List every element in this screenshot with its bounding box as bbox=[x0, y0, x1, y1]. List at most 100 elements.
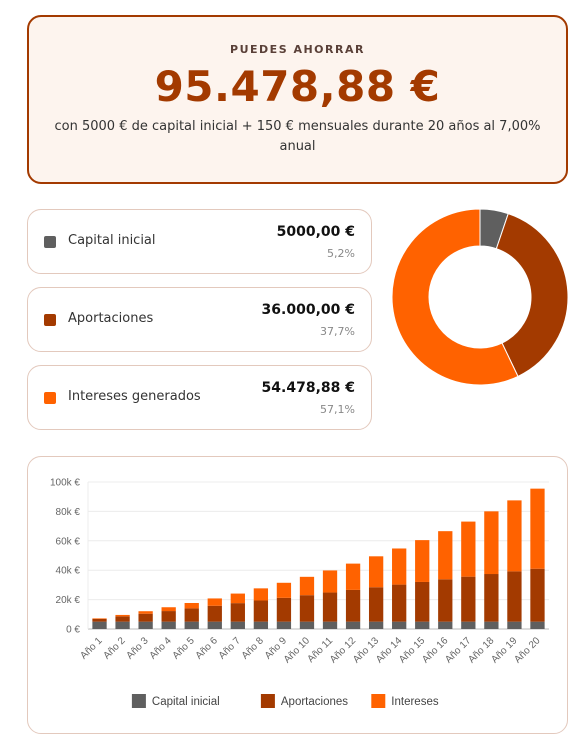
bar-segment bbox=[230, 593, 245, 604]
bar-segment bbox=[438, 621, 453, 629]
legend-label: Aportaciones bbox=[281, 696, 348, 708]
bar-segment bbox=[138, 611, 153, 614]
bar-segment bbox=[415, 621, 430, 629]
stat-share: 37,7% bbox=[320, 325, 355, 338]
bar-segment bbox=[530, 621, 545, 629]
bar-segment bbox=[368, 621, 384, 629]
donut-slice bbox=[495, 213, 569, 378]
stat-name: Capital inicial bbox=[68, 233, 156, 248]
legend-swatch bbox=[44, 392, 56, 404]
bar-segment bbox=[415, 581, 430, 622]
bar-segment bbox=[138, 613, 153, 622]
x-tick-label: Año 1 bbox=[78, 635, 105, 662]
stat-card: Intereses generados 54.478,88 € 57,1% bbox=[27, 365, 372, 430]
x-tick-label: Año 5 bbox=[171, 635, 198, 662]
y-tick-label: 40k € bbox=[56, 566, 81, 577]
bar-segment bbox=[530, 568, 545, 622]
bar-segment bbox=[530, 488, 545, 569]
x-tick-label: Año 8 bbox=[240, 635, 267, 662]
bar-segment bbox=[392, 621, 407, 629]
bar-segment bbox=[484, 511, 499, 575]
y-tick-label: 0 € bbox=[66, 625, 80, 636]
stat-amount: 36.000,00 € bbox=[261, 302, 355, 318]
legend-swatch bbox=[131, 694, 146, 708]
bar-segment bbox=[461, 576, 476, 622]
bar-segment bbox=[299, 595, 315, 622]
bar-segment bbox=[161, 611, 176, 622]
bar-segment bbox=[161, 607, 176, 612]
y-tick-label: 80k € bbox=[56, 507, 81, 518]
bar-segment bbox=[138, 621, 153, 629]
bar-segment bbox=[115, 621, 130, 629]
legend-label: Capital inicial bbox=[152, 696, 220, 708]
bar-segment bbox=[276, 582, 292, 598]
bar-segment bbox=[322, 592, 338, 622]
bar-segment bbox=[253, 600, 269, 622]
bar-segment bbox=[345, 589, 361, 622]
stat-amount: 54.478,88 € bbox=[261, 380, 355, 396]
stat-amount: 5000,00 € bbox=[276, 224, 355, 240]
bar-segment bbox=[507, 571, 522, 622]
summary-amount: 95.478,88 € bbox=[154, 62, 441, 111]
x-tick-label: Año 20 bbox=[512, 635, 542, 665]
stat-name: Aportaciones bbox=[68, 311, 154, 326]
stat-share: 57,1% bbox=[320, 403, 355, 416]
x-tick-label: Año 4 bbox=[148, 635, 175, 662]
bar-segment bbox=[415, 540, 430, 582]
bar-segment bbox=[392, 548, 407, 585]
bar-segment bbox=[299, 576, 315, 596]
bar-segment bbox=[484, 574, 499, 622]
bar-segment bbox=[299, 621, 315, 629]
bar-segment bbox=[184, 602, 199, 609]
bar-segment bbox=[115, 614, 130, 617]
y-tick-label: 60k € bbox=[56, 536, 81, 547]
bar-segment bbox=[253, 588, 269, 601]
bar-segment bbox=[392, 584, 407, 622]
bar-segment bbox=[92, 618, 107, 620]
bar-segment bbox=[345, 621, 361, 629]
bar-segment bbox=[207, 605, 222, 622]
bar-segment bbox=[368, 587, 384, 622]
bar-segment bbox=[438, 579, 453, 622]
stat-share: 5,2% bbox=[327, 247, 355, 260]
bar-segment bbox=[322, 621, 338, 629]
bar-segment bbox=[207, 621, 222, 629]
bar-segment bbox=[438, 531, 453, 580]
bar-segment bbox=[230, 621, 245, 629]
legend-swatch bbox=[371, 694, 386, 708]
y-tick-label: 100k € bbox=[50, 478, 80, 489]
bar-segment bbox=[253, 621, 269, 629]
bar-segment bbox=[92, 619, 107, 622]
bar-segment bbox=[345, 563, 361, 590]
legend-swatch bbox=[44, 236, 56, 248]
stat-card: Aportaciones 36.000,00 € 37,7% bbox=[27, 287, 372, 352]
bar-segment bbox=[461, 621, 476, 629]
bar-segment bbox=[115, 616, 130, 622]
bar-segment bbox=[507, 621, 522, 629]
x-tick-label: Año 3 bbox=[124, 635, 151, 662]
x-tick-label: Año 6 bbox=[194, 635, 221, 662]
donut-chart bbox=[391, 208, 569, 386]
summary-card: PUEDES AHORRAR 95.478,88 € con 5000 € de… bbox=[27, 15, 568, 184]
bar-segment bbox=[230, 603, 245, 622]
summary-label: PUEDES AHORRAR bbox=[230, 43, 365, 56]
y-tick-label: 20k € bbox=[56, 595, 81, 606]
stat-card: Capital inicial 5000,00 € 5,2% bbox=[27, 209, 372, 274]
bar-segment bbox=[484, 621, 499, 629]
donut-slice bbox=[391, 208, 519, 386]
bar-segment bbox=[276, 597, 292, 622]
summary-description: con 5000 € de capital inicial + 150 € me… bbox=[54, 119, 541, 154]
bar-segment bbox=[322, 570, 338, 593]
bar-segment bbox=[184, 621, 199, 629]
bar-segment bbox=[276, 621, 292, 629]
bar-segment bbox=[507, 500, 522, 572]
legend-swatch bbox=[44, 314, 56, 326]
bar-segment bbox=[92, 621, 107, 629]
bar-segment bbox=[184, 608, 199, 622]
x-tick-label: Año 2 bbox=[101, 635, 128, 662]
bar-segment bbox=[461, 521, 476, 577]
bar-segment bbox=[161, 621, 176, 629]
legend-swatch bbox=[260, 694, 275, 708]
